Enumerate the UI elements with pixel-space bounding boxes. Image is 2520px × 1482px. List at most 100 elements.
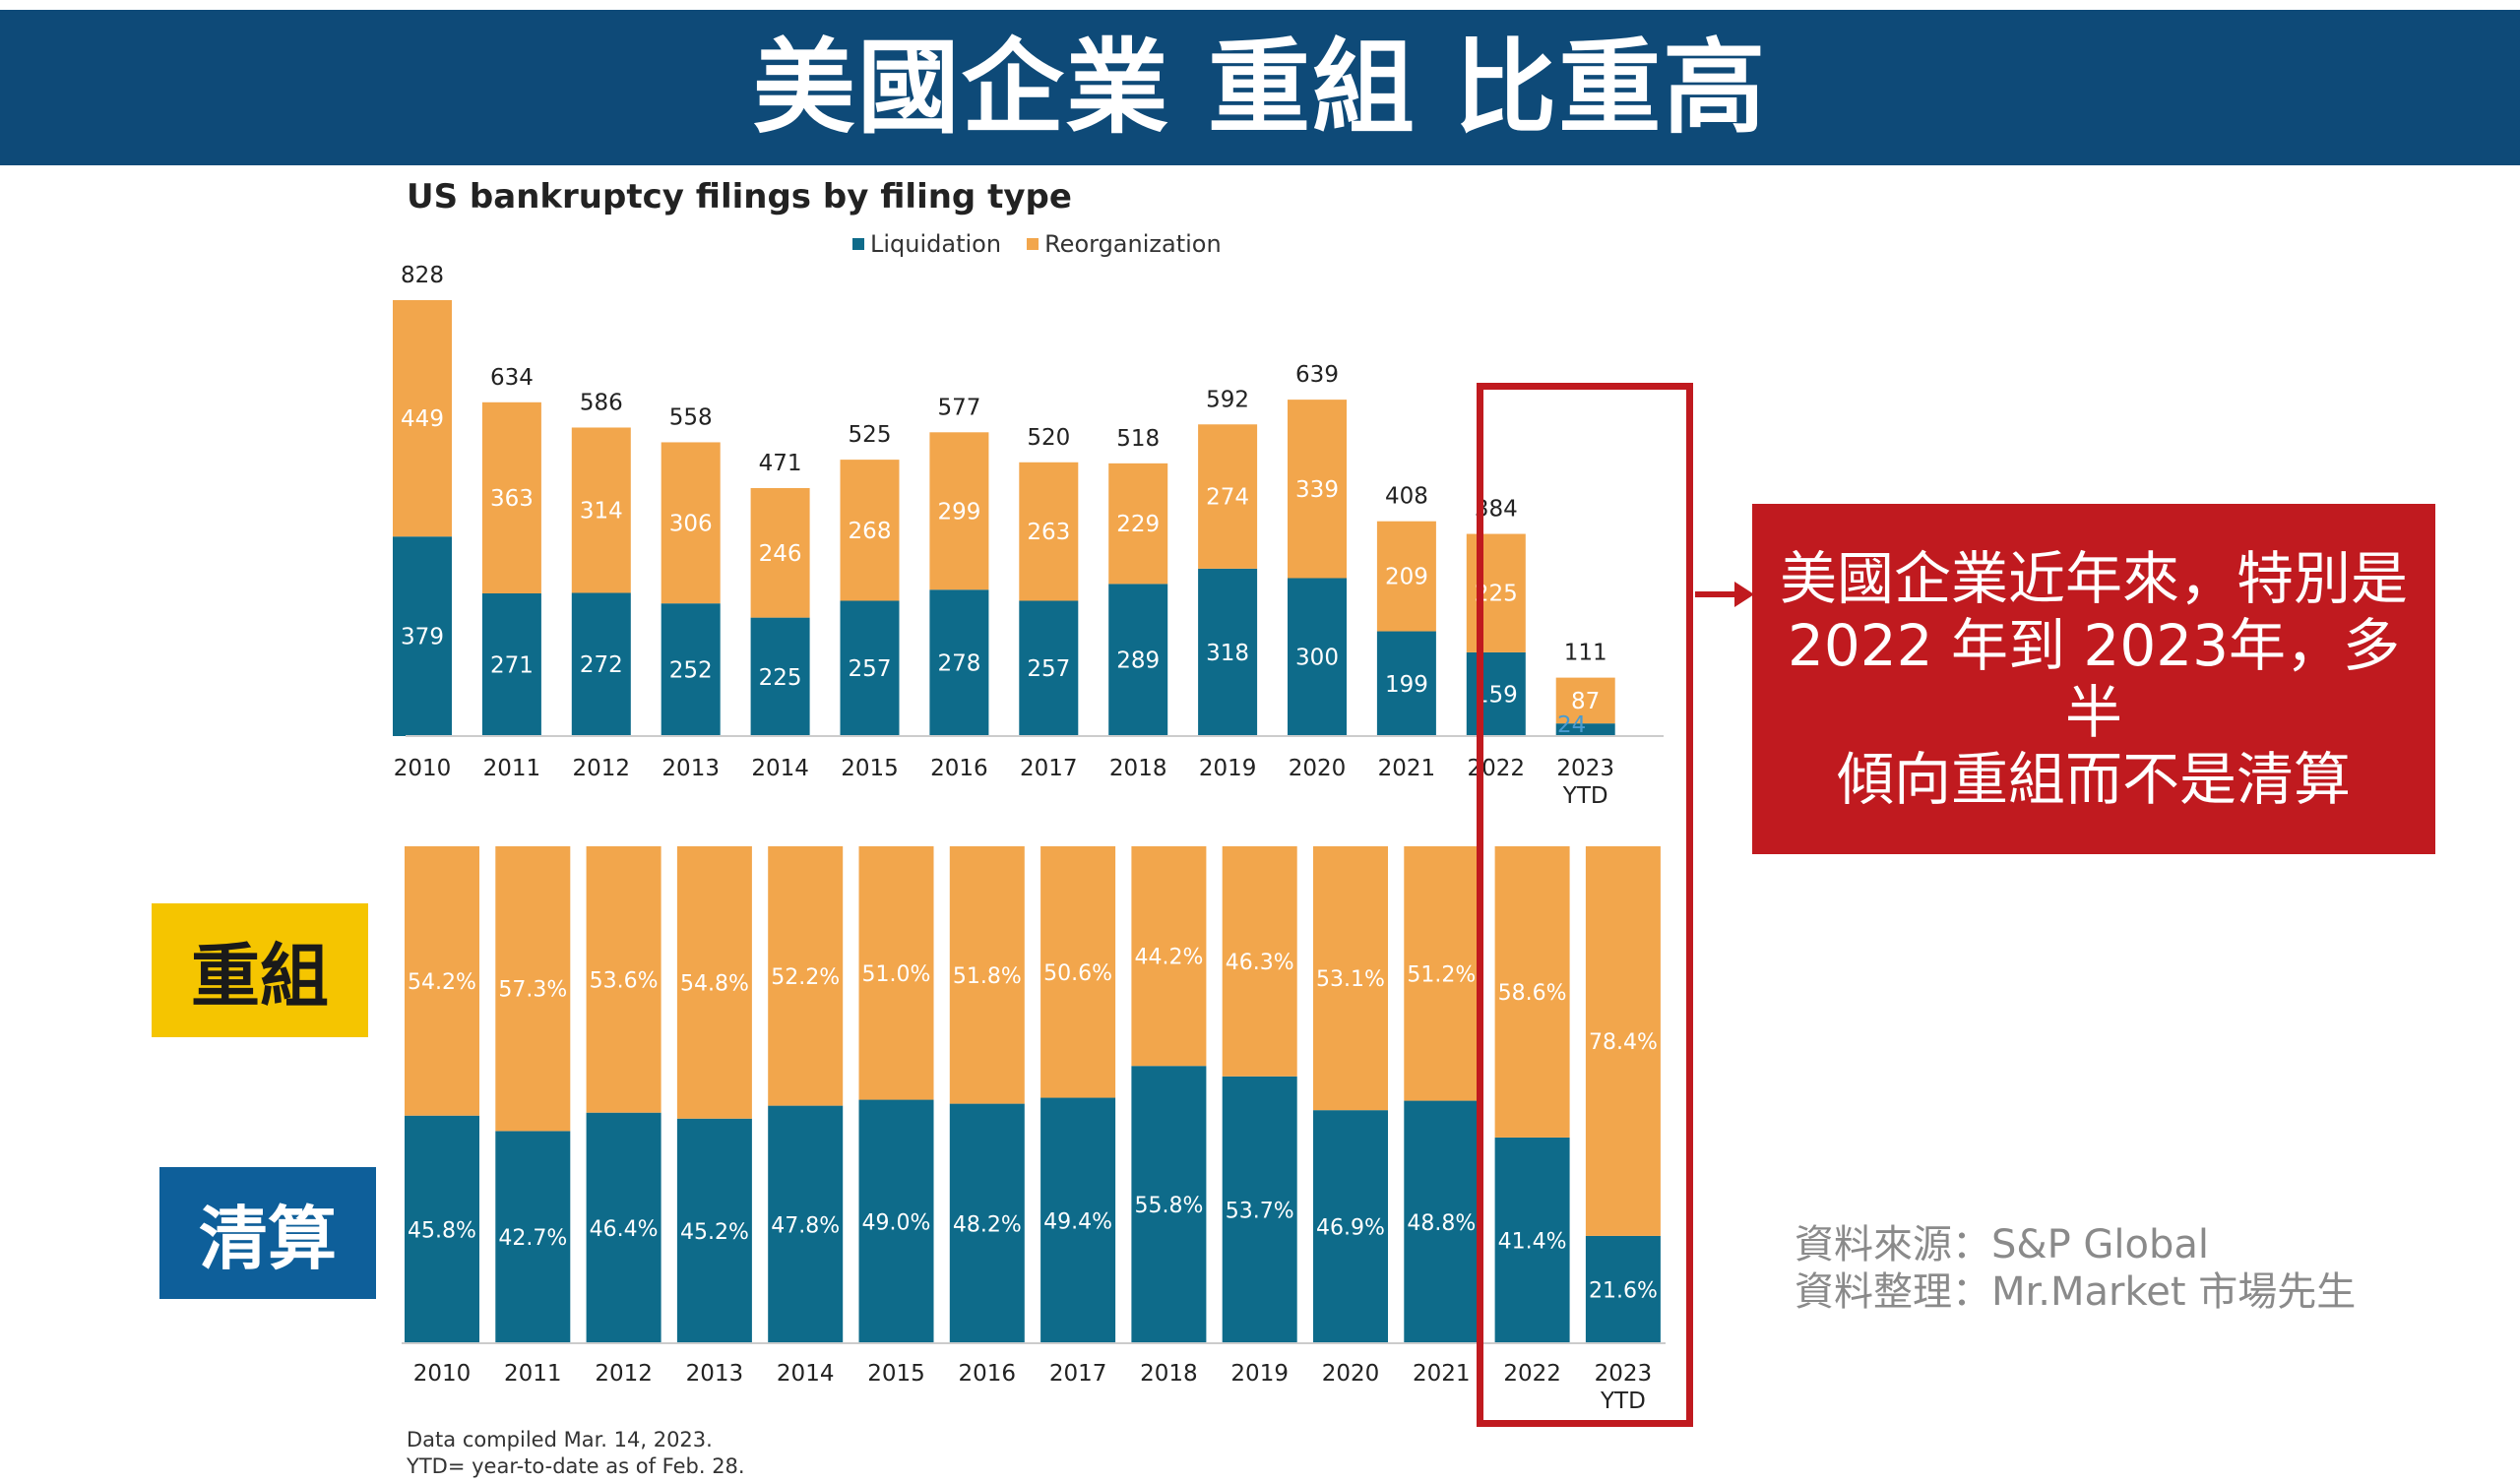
share-bar-reorganization-2014 xyxy=(768,846,844,1106)
share-label-liquidation-2016: 48.2% xyxy=(953,1212,1022,1237)
label-total-2020: 639 xyxy=(1295,362,1339,388)
share-bar-liquidation-2019 xyxy=(1222,1076,1297,1343)
bar-reorganization-2016 xyxy=(929,432,989,590)
label-total-2011: 634 xyxy=(490,365,534,391)
share-bar-liquidation-2011 xyxy=(495,1131,571,1343)
label-liquidation-2013: 252 xyxy=(669,658,713,684)
share-bar-reorganization-2018 xyxy=(1131,846,1207,1067)
callout-line-1: 美國企業近年來，特別是 xyxy=(1779,545,2408,612)
x-tick-top-2023-ytd-line1: 2023 xyxy=(1556,756,1614,781)
share-label-reorganization-2023-ytd: 78.4% xyxy=(1589,1030,1658,1055)
share-bar-reorganization-2012 xyxy=(586,846,662,1113)
label-total-2012: 586 xyxy=(580,390,623,415)
share-label-liquidation-2017: 49.4% xyxy=(1043,1209,1112,1234)
label-reorganization-2021: 209 xyxy=(1385,565,1428,590)
callout-text: 美國企業近年來，特別是 2022 年到 2023年，多半 傾向重組而不是清算 xyxy=(1772,545,2416,813)
x-tick-top-2018: 2018 xyxy=(1109,756,1167,781)
x-tick-top-2017: 2017 xyxy=(1020,756,1078,781)
label-liquidation-2014: 225 xyxy=(759,665,802,691)
bar-reorganization-2017 xyxy=(1019,462,1079,601)
share-label-reorganization-2016: 51.8% xyxy=(953,964,1022,989)
bar-liquidation-2018 xyxy=(1108,584,1168,736)
label-reorganization-2014: 246 xyxy=(759,541,802,567)
callout-box: 美國企業近年來，特別是 2022 年到 2023年，多半 傾向重組而不是清算 xyxy=(1752,504,2435,854)
bar-reorganization-2019 xyxy=(1198,424,1258,569)
share-label-liquidation-2022: 41.4% xyxy=(1498,1229,1567,1254)
reorganization-tag: 重組 xyxy=(152,903,368,1037)
share-bar-liquidation-2023-ytd xyxy=(1585,1235,1661,1343)
label-liquidation-2016: 278 xyxy=(937,651,980,677)
share-label-reorganization-2014: 52.2% xyxy=(771,965,840,990)
bar-reorganization-2018 xyxy=(1108,463,1168,585)
bar-reorganization-2013 xyxy=(661,442,721,604)
source-compiler: 資料整理：Mr.Market 市場先生 xyxy=(1795,1269,2357,1315)
share-label-reorganization-2017: 50.6% xyxy=(1043,961,1112,986)
x-tick-bottom-2014: 2014 xyxy=(777,1361,835,1387)
x-tick-top-2012: 2012 xyxy=(573,756,631,781)
label-total-2014: 471 xyxy=(759,451,802,476)
share-bar-reorganization-2022 xyxy=(1494,846,1570,1138)
share-bar-reorganization-2023-ytd xyxy=(1585,846,1661,1236)
legend-swatch-reorganization xyxy=(1027,238,1040,250)
label-total-2019: 592 xyxy=(1206,387,1249,412)
label-liquidation-2019: 318 xyxy=(1206,641,1249,666)
share-bar-liquidation-2018 xyxy=(1131,1066,1207,1343)
label-reorganization-2017: 263 xyxy=(1027,520,1070,545)
share-label-liquidation-2018: 55.8% xyxy=(1134,1194,1203,1218)
share-bar-liquidation-2020 xyxy=(1313,1110,1388,1343)
share-label-liquidation-2012: 46.4% xyxy=(590,1217,659,1242)
x-tick-bottom-2016: 2016 xyxy=(959,1361,1017,1387)
share-label-liquidation-2011: 42.7% xyxy=(498,1226,567,1251)
label-total-2015: 525 xyxy=(849,422,892,448)
share-bar-liquidation-2012 xyxy=(586,1112,662,1343)
bar-liquidation-2012 xyxy=(571,592,631,736)
label-liquidation-2020: 300 xyxy=(1295,646,1339,671)
label-reorganization-2011: 363 xyxy=(490,486,534,512)
bar-liquidation-2013 xyxy=(661,603,721,736)
bar-reorganization-2015 xyxy=(840,460,900,601)
callout-line-3: 傾向重組而不是清算 xyxy=(1836,746,2351,813)
x-tick-bottom-2010: 2010 xyxy=(413,1361,472,1387)
label-liquidation-2015: 257 xyxy=(849,656,892,682)
x-tick-bottom-2021: 2021 xyxy=(1413,1361,1471,1387)
bar-reorganization-2011 xyxy=(481,401,541,594)
bar-reorganization-2022 xyxy=(1466,533,1526,652)
bar-reorganization-2020 xyxy=(1288,400,1347,579)
x-tick-bottom-2023-ytd-line2: YTD xyxy=(1600,1389,1646,1414)
source-credit: 資料來源：S&P Global xyxy=(1795,1222,2210,1267)
x-tick-bottom-2015: 2015 xyxy=(867,1361,925,1387)
share-label-reorganization-2021: 51.2% xyxy=(1407,962,1476,987)
share-bar-liquidation-2014 xyxy=(768,1105,844,1343)
bar-reorganization-2014 xyxy=(750,488,810,618)
bar-liquidation-2017 xyxy=(1019,600,1079,736)
share-bar-liquidation-2021 xyxy=(1404,1100,1480,1343)
share-label-reorganization-2019: 46.3% xyxy=(1226,951,1294,975)
share-label-liquidation-2014: 47.8% xyxy=(771,1213,840,1238)
legend-swatch-liquidation xyxy=(852,238,864,250)
label-total-2021: 408 xyxy=(1385,484,1428,510)
label-total-2018: 518 xyxy=(1116,426,1160,452)
label-liquidation-2023-ytd: 24 xyxy=(1557,712,1586,738)
share-label-liquidation-2023-ytd: 21.6% xyxy=(1589,1278,1658,1303)
bar-liquidation-2014 xyxy=(750,617,810,736)
x-tick-bottom-2011: 2011 xyxy=(504,1361,562,1387)
x-tick-bottom-2018: 2018 xyxy=(1140,1361,1198,1387)
label-liquidation-2012: 272 xyxy=(580,652,623,678)
bar-liquidation-2010 xyxy=(393,536,452,736)
share-label-reorganization-2010: 54.2% xyxy=(408,970,476,995)
label-reorganization-2018: 229 xyxy=(1116,512,1160,537)
share-bar-liquidation-2017 xyxy=(1040,1097,1116,1343)
label-reorganization-2015: 268 xyxy=(849,519,892,544)
share-label-reorganization-2015: 51.0% xyxy=(862,962,931,987)
callout-line-2: 2022 年到 2023年，多半 xyxy=(1787,612,2401,746)
liquidation-tag: 清算 xyxy=(159,1167,376,1299)
bar-reorganization-2012 xyxy=(571,427,631,593)
chart-legend: Liquidation Reorganization xyxy=(852,230,1222,258)
x-tick-top-2015: 2015 xyxy=(841,756,899,781)
share-bar-reorganization-2010 xyxy=(405,846,479,1116)
x-tick-top-2021: 2021 xyxy=(1378,756,1436,781)
share-label-liquidation-2019: 53.7% xyxy=(1226,1199,1294,1223)
x-tick-bottom-2017: 2017 xyxy=(1049,1361,1107,1387)
share-bar-reorganization-2021 xyxy=(1404,846,1480,1101)
chart-title: US bankruptcy filings by filing type xyxy=(407,177,1072,216)
